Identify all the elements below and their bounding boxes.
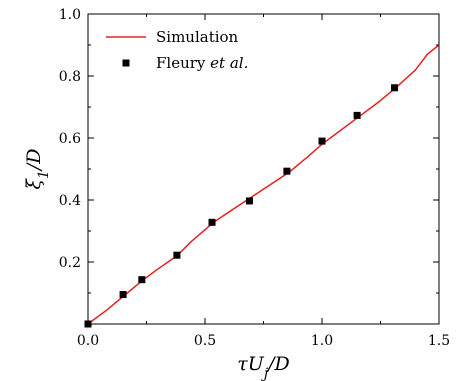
fleury-data-point: [173, 251, 181, 259]
fleury-data-point: [245, 197, 253, 205]
simulation-line: [87, 44, 440, 325]
x-tick-label: 0.5: [194, 333, 216, 349]
fleury-data-point: [208, 218, 216, 226]
y-tick-label: 0.4: [59, 193, 81, 209]
x-tick-label: 0.0: [77, 333, 99, 349]
fleury-data-point: [391, 84, 399, 92]
fleury-data-point: [283, 167, 291, 175]
legend: Simulation Fleury et al.: [106, 28, 248, 72]
x-tick-label: 1.0: [311, 333, 333, 349]
y-tick-label: 1.0: [59, 7, 81, 23]
y-tick-label: 0.6: [59, 131, 81, 147]
fleury-data-point: [119, 291, 127, 299]
legend-simulation-label: Simulation: [156, 28, 239, 46]
y-tick-label: 0.2: [59, 255, 81, 271]
y-axis-label: ξ1/D: [23, 148, 52, 189]
fleury-data-point: [353, 111, 361, 119]
series-layer: [84, 44, 440, 328]
x-tick-label: 1.5: [428, 333, 450, 349]
ticks-layer: 0.0 0.5 1.0 1.5 0.2 0.4 0.6 0.8 1.0: [59, 7, 450, 349]
legend-fleury-suffix: et al.: [205, 54, 248, 72]
legend-fleury-swatch: [122, 59, 130, 67]
fleury-data-point: [318, 137, 326, 145]
x-axis-label: τUj/D: [237, 353, 290, 381]
legend-fleury-name: Fleury: [156, 54, 206, 72]
plot-area: 0.0 0.5 1.0 1.5 0.2 0.4 0.6 0.8 1.0: [59, 7, 450, 349]
y-tick-label: 0.8: [59, 69, 81, 85]
fleury-data-point: [138, 276, 146, 284]
legend-fleury-label: Fleury et al.: [156, 54, 248, 72]
